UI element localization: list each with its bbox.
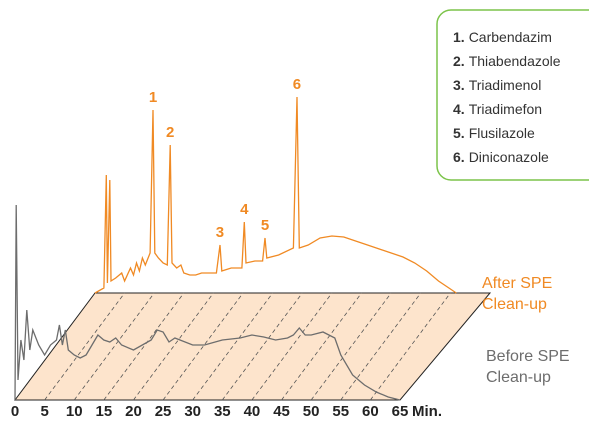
series-label: After SPE Clean-up <box>482 275 553 313</box>
grid-line <box>133 292 214 401</box>
x-tick-label: 50 <box>303 403 320 420</box>
floor-plane <box>14 292 492 401</box>
x-tick-label: 40 <box>244 403 261 420</box>
grid-line <box>103 292 185 401</box>
series-label: Before SPE Clean-up <box>486 348 570 386</box>
legend-item: 2. Thiabendazole <box>453 53 561 69</box>
trace-line <box>14 204 401 401</box>
peak-label: 5 <box>261 217 269 234</box>
x-tick-label: 25 <box>155 403 172 420</box>
peak-label: 3 <box>216 224 224 241</box>
peak-label: 2 <box>166 124 174 141</box>
grid-line <box>370 292 451 401</box>
compound-name: Flusilazole <box>469 125 535 141</box>
compound-number: 5. <box>453 125 465 141</box>
grid-line <box>340 292 422 401</box>
x-tick-label: 35 <box>214 403 231 420</box>
compound-number: 3. <box>453 77 465 93</box>
grid-line <box>162 292 244 401</box>
x-tick-label: 65 <box>392 403 409 420</box>
compound-name: Triadimenol <box>469 77 542 93</box>
legend-item: 1. Carbendazim <box>453 29 552 45</box>
peak-label: 4 <box>240 201 249 218</box>
compound-name: Triadimefon <box>469 101 542 117</box>
compound-number: 4. <box>453 101 465 117</box>
x-tick-label: 30 <box>184 403 201 420</box>
grid-line <box>44 292 125 401</box>
peak-label: 6 <box>293 76 301 93</box>
x-tick-label: 45 <box>273 403 290 420</box>
compound-name: Carbendazim <box>469 29 552 45</box>
grid-line <box>310 292 392 401</box>
x-axis-label: Min. <box>412 403 442 420</box>
grid-line <box>251 292 333 401</box>
x-tick-label: 55 <box>332 403 349 420</box>
legend-item: 3. Triadimenol <box>453 77 541 93</box>
compound-name: Thiabendazole <box>469 53 561 69</box>
compound-name: Diniconazole <box>469 149 549 165</box>
legend-box <box>436 9 589 181</box>
grid-line <box>73 292 155 401</box>
grid-line <box>221 292 303 401</box>
x-tick-label: 60 <box>362 403 379 420</box>
x-tick-label: 5 <box>40 403 48 420</box>
legend-item: 4. Triadimefon <box>453 101 542 117</box>
trace-line <box>94 96 457 294</box>
grid-line <box>192 292 274 401</box>
x-tick-label: 15 <box>96 403 113 420</box>
x-tick-label: 20 <box>125 403 142 420</box>
grid-line <box>281 292 362 401</box>
x-tick-label: 10 <box>66 403 83 420</box>
x-tick-label: 0 <box>11 403 19 420</box>
compound-number: 6. <box>453 149 465 165</box>
compound-number: 2. <box>453 53 465 69</box>
compound-number: 1. <box>453 29 465 45</box>
peak-label: 1 <box>149 89 157 106</box>
legend-item: 5. Flusilazole <box>453 125 535 141</box>
legend-item: 6. Diniconazole <box>453 149 549 165</box>
